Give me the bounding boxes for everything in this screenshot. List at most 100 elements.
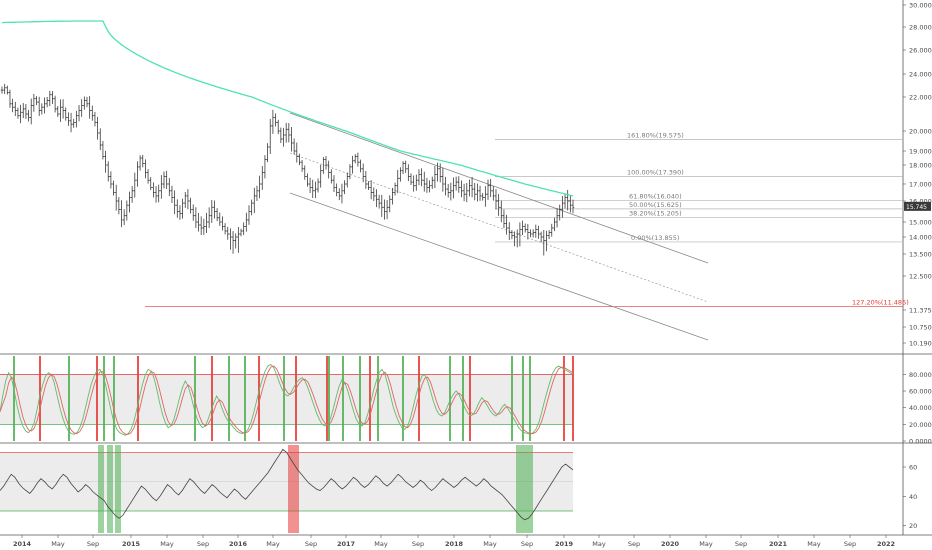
ohlc-bar xyxy=(399,167,402,182)
ohlc-bar xyxy=(149,177,153,191)
ohlc-bar xyxy=(306,173,309,187)
ohlc-bar xyxy=(561,195,564,218)
price-tick-label: 22.000 xyxy=(909,94,932,102)
price-tick-label: 26.000 xyxy=(909,47,932,55)
ohlc-bar xyxy=(189,197,192,214)
rsi-panel xyxy=(0,445,574,533)
stoch-sell-signal xyxy=(137,356,139,441)
ohlc-bar xyxy=(72,118,76,128)
ohlc-bar xyxy=(221,216,224,231)
stoch-buy-signal xyxy=(529,356,531,441)
ohlc-bar xyxy=(322,157,325,174)
ohlc-bar xyxy=(37,96,41,116)
ohlc-bar xyxy=(154,186,158,203)
rsi-oversold-zone xyxy=(115,445,121,533)
ohlc-bar xyxy=(51,91,54,104)
ohlc-bar xyxy=(120,200,123,228)
ohlc-bar xyxy=(122,209,126,226)
ohlc-bar xyxy=(260,166,264,190)
x-tick-label: Sep xyxy=(628,540,640,548)
last-price-tag: 15.745 xyxy=(906,204,927,211)
ohlc-bar xyxy=(499,200,503,223)
ohlc-bar xyxy=(539,231,543,243)
ohlc-bar xyxy=(210,199,214,223)
stoch-sell-signal xyxy=(258,356,260,441)
ohlc-bar xyxy=(444,176,447,196)
ohlc-bar xyxy=(311,179,315,199)
ohlc-bar xyxy=(404,160,407,173)
ohlc-bar xyxy=(64,107,68,121)
ohlc-bar xyxy=(266,143,269,163)
ohlc-bar xyxy=(303,165,307,180)
x-tick-label: 2016 xyxy=(229,540,248,548)
ohlc-bar xyxy=(247,205,251,225)
ohlc-bar xyxy=(489,178,492,198)
ohlc-bar xyxy=(523,223,527,233)
stoch-buy-signal xyxy=(68,356,70,441)
ohlc-bar xyxy=(415,174,418,191)
x-tick-label: May xyxy=(51,540,65,548)
rsi-oversold-zone xyxy=(516,445,533,533)
ohlc-bar xyxy=(361,163,365,183)
ohlc-bar xyxy=(0,86,4,94)
ohlc-bar xyxy=(234,233,238,249)
fib-label: 100.00%(17.390) xyxy=(627,169,684,177)
x-tick-label: May xyxy=(266,540,280,548)
ohlc-bar xyxy=(396,169,400,194)
ohlc-bar xyxy=(468,179,471,197)
stoch-sell-signal xyxy=(211,356,213,441)
ohlc-bar xyxy=(518,222,522,247)
ohlc-bar xyxy=(231,231,235,254)
ohlc-bar xyxy=(417,169,421,186)
stoch-buy-signal xyxy=(342,356,344,441)
x-tick-label: 2019 xyxy=(555,540,574,548)
rsi-tick-label: 20 xyxy=(909,522,917,530)
ohlc-bar xyxy=(563,193,567,209)
ohlc-bar xyxy=(457,176,461,193)
price-tick-label: 17.000 xyxy=(909,181,932,189)
ohlc-bar xyxy=(393,182,397,196)
ohlc-bar xyxy=(96,116,99,140)
ohlc-bar xyxy=(194,207,198,229)
ohlc-bar xyxy=(353,154,357,164)
ohlc-bar xyxy=(202,218,206,235)
x-tick-label: May xyxy=(807,540,821,548)
price-tick-label: 16.000 xyxy=(909,198,932,206)
ohlc-bar xyxy=(229,228,232,250)
stoch-buy-signal xyxy=(103,356,105,441)
ohlc-bar xyxy=(146,169,150,184)
ohlc-bar xyxy=(391,187,394,205)
price-tick-label: 15.000 xyxy=(909,219,932,227)
channel-mid xyxy=(289,152,709,303)
stoch-buy-signal xyxy=(283,356,285,441)
ohlc-bar xyxy=(80,99,83,117)
ohlc-bar xyxy=(250,199,253,216)
stoch-band xyxy=(0,374,573,425)
ohlc-bar xyxy=(505,214,508,235)
ohlc-bar xyxy=(59,99,62,122)
ohlc-bar xyxy=(476,183,479,202)
ohlc-bar xyxy=(245,212,248,232)
ohlc-bar xyxy=(441,167,445,192)
ohlc-bar xyxy=(125,200,129,221)
stoch-buy-signal xyxy=(13,356,15,441)
ohlc-bar xyxy=(106,161,110,182)
ohlc-bar xyxy=(197,212,200,232)
last-price-tag-bg xyxy=(904,201,931,211)
ohlc-bar xyxy=(460,180,463,198)
ohlc-bar xyxy=(531,229,535,238)
stoch-sell-signal xyxy=(326,356,328,441)
ohlc-bar xyxy=(295,142,299,163)
ohlc-bar xyxy=(502,209,506,228)
x-tick-label: May xyxy=(699,540,713,548)
x-tick-label: May xyxy=(592,540,606,548)
ohlc-bar xyxy=(274,113,277,127)
x-tick-label: 2017 xyxy=(337,540,355,548)
ohlc-bar xyxy=(170,185,174,203)
stoch-sell-signal xyxy=(96,356,98,441)
ohlc-bar xyxy=(165,170,168,190)
ohlc-bar xyxy=(558,204,562,221)
stoch-buy-signal xyxy=(244,356,246,441)
ohlc-bar xyxy=(513,231,516,247)
ohlc-bar xyxy=(553,217,556,232)
